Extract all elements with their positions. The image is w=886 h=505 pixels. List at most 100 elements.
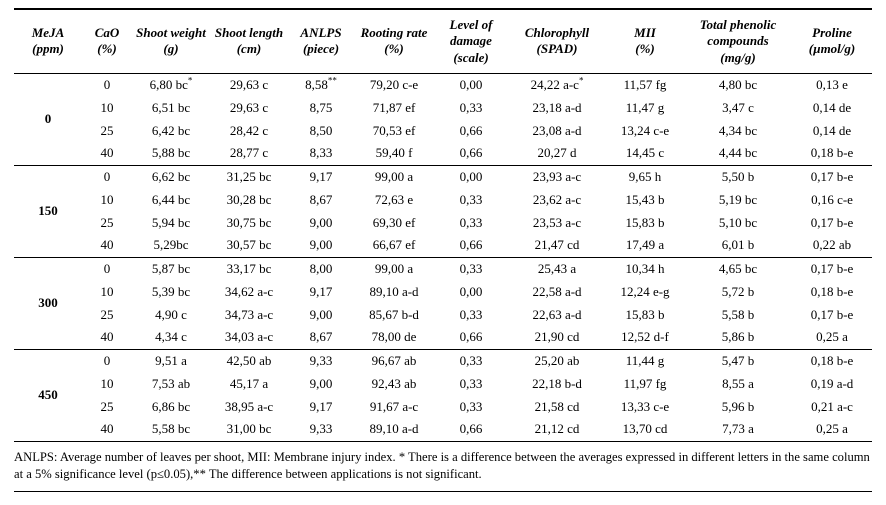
- data-cell: 0,66: [459, 329, 483, 345]
- data-cell: 11,44 g: [606, 348, 684, 373]
- table-row: 10 6,51 bc 29,63 c 8,75 71,87 ef 0,33 23,18 a-…: [14, 96, 872, 119]
- data-cell: 5,29bc: [153, 237, 189, 253]
- data-cell: 6,80 bc*: [132, 72, 210, 97]
- column-name: CaO: [94, 25, 120, 41]
- data-cell: 0,18 b-e: [792, 348, 872, 373]
- data-cell: 0,33: [434, 256, 508, 281]
- data-cell: 0,21 a-c: [811, 398, 853, 414]
- data-cell: 0,66: [459, 122, 483, 138]
- data-cell: 5,87 bc: [132, 256, 210, 281]
- data-cell: 22,63 a-d: [532, 306, 582, 322]
- data-cell: 30,28 bc: [226, 191, 272, 207]
- data-cell: 99,00 a: [354, 164, 434, 189]
- data-cell: 0,33: [459, 214, 483, 230]
- column-header: MII (%): [606, 9, 684, 74]
- cao-value: 40: [100, 329, 114, 345]
- column-header: Shoot weight (g): [132, 9, 210, 74]
- significance-marker: **: [327, 75, 337, 86]
- data-cell: 0,33: [459, 99, 483, 115]
- column-name: MII: [634, 25, 656, 41]
- data-cell: 38,95 a-c: [224, 398, 274, 414]
- table-row: 25 6,86 bc 38,95 a-c 9,17 91,67 a-c 0,33 21,58…: [14, 395, 872, 418]
- column-unit: (g): [163, 41, 179, 57]
- data-cell: 34,03 a-c: [224, 329, 274, 345]
- data-cell: 11,47 g: [625, 99, 665, 115]
- data-cell: 7,53 ab: [151, 375, 191, 391]
- data-cell: 0,13 e: [792, 72, 872, 97]
- data-cell: 8,67: [309, 191, 333, 207]
- cao-value: 0: [82, 256, 132, 281]
- results-table: MeJA (ppm) CaO (%) Shoot weight (g) Shoot leng…: [14, 8, 872, 442]
- column-unit: (cm): [236, 41, 262, 57]
- data-cell: 89,10 a-d: [369, 421, 419, 437]
- data-cell: 66,67 ef: [372, 237, 416, 253]
- data-cell: 69,30 ef: [372, 214, 416, 230]
- cao-value: 40: [100, 237, 114, 253]
- meja-group-label: 150: [14, 164, 82, 258]
- column-header: MeJA (ppm): [14, 9, 82, 74]
- cao-value: 40: [100, 421, 114, 437]
- data-cell: 0,33: [459, 398, 483, 414]
- data-cell: 0,17 b-e: [792, 164, 872, 189]
- data-cell: 6,86 bc: [151, 398, 191, 414]
- data-cell: 34,73 a-c: [224, 306, 274, 322]
- data-cell: 8,67: [309, 329, 333, 345]
- column-unit: (SPAD): [536, 41, 578, 57]
- cao-value: 25: [100, 122, 114, 138]
- column-unit: (%): [384, 41, 404, 57]
- data-cell: 0,66: [459, 145, 483, 161]
- table-row: 40 5,58 bc 31,00 bc 9,33 89,10 a-d 0,66 21,12 …: [14, 418, 872, 441]
- table-row: 25 5,94 bc 30,75 bc 9,00 69,30 ef 0,33 23,53 a…: [14, 211, 872, 234]
- cao-value: 0: [82, 348, 132, 373]
- meja-group-label: 0: [14, 72, 82, 166]
- data-cell: 23,93 a-c: [508, 164, 606, 189]
- column-header: Total phenolic compounds (mg/g): [684, 9, 792, 74]
- data-cell: 28,77 c: [229, 145, 269, 161]
- data-cell: 5,58 b: [721, 306, 755, 322]
- paper-table-page: MeJA (ppm) CaO (%) Shoot weight (g) Shoot leng…: [14, 8, 872, 492]
- data-cell: 5,10 bc: [718, 214, 758, 230]
- data-cell: 59,40 f: [375, 145, 413, 161]
- data-cell: 3,47 c: [722, 99, 754, 115]
- data-cell: 0,17 b-e: [810, 214, 854, 230]
- data-cell: 21,90 cd: [534, 329, 580, 345]
- cao-value: 25: [100, 214, 114, 230]
- data-cell: 13,24 c-e: [620, 122, 670, 138]
- header-row: MeJA (ppm) CaO (%) Shoot weight (g) Shoot leng…: [14, 9, 872, 74]
- column-unit: (piece): [302, 41, 340, 57]
- data-cell: 8,55 a: [722, 375, 754, 391]
- table-row: 25 6,42 bc 28,42 c 8,50 70,53 ef 0,66 23,08 a-…: [14, 119, 872, 142]
- cao-value: 0: [82, 72, 132, 97]
- column-unit: (mg/g): [720, 49, 756, 65]
- data-cell: 31,00 bc: [226, 421, 272, 437]
- data-cell: 8,58**: [288, 72, 354, 97]
- table-header: MeJA (ppm) CaO (%) Shoot weight (g) Shoot leng…: [14, 9, 872, 74]
- data-cell: 4,80 bc: [684, 72, 792, 97]
- cao-value: 25: [100, 306, 114, 322]
- data-cell: 5,96 b: [721, 398, 755, 414]
- table-row: 10 5,39 bc 34,62 a-c 9,17 89,10 a-d 0,00 22,58…: [14, 280, 872, 303]
- cao-value: 0: [82, 164, 132, 189]
- data-cell: 5,47 b: [684, 348, 792, 373]
- data-cell: 28,42 c: [229, 122, 269, 138]
- column-unit: (µmol/g): [808, 41, 856, 57]
- column-name: Shoot weight: [136, 25, 206, 41]
- data-cell: 0,00: [434, 72, 508, 97]
- data-cell: 8,50: [309, 122, 333, 138]
- data-cell: 72,63 e: [374, 191, 414, 207]
- cao-value: 40: [100, 145, 114, 161]
- data-cell: 25,20 ab: [508, 348, 606, 373]
- data-cell: 9,17: [309, 283, 333, 299]
- data-cell: 99,00 a: [354, 256, 434, 281]
- table-body: 0 0 6,80 bc* 29,63 c 8,58** 79,20 c-e 0,00 24,2…: [14, 72, 872, 442]
- table-row: 10 7,53 ab 45,17 a 9,00 92,43 ab 0,33 22,18 b-…: [14, 372, 872, 395]
- significance-marker: *: [187, 75, 193, 86]
- column-name: Chlorophyll: [524, 25, 590, 41]
- cao-value: 10: [100, 375, 114, 391]
- data-cell: 4,34 c: [155, 329, 187, 345]
- data-cell: 6,51 bc: [151, 99, 191, 115]
- column-header: Chlorophyll (SPAD): [508, 9, 606, 74]
- data-cell: 5,50 b: [684, 164, 792, 189]
- data-cell: 91,67 a-c: [369, 398, 419, 414]
- column-header: Proline (µmol/g): [792, 9, 872, 74]
